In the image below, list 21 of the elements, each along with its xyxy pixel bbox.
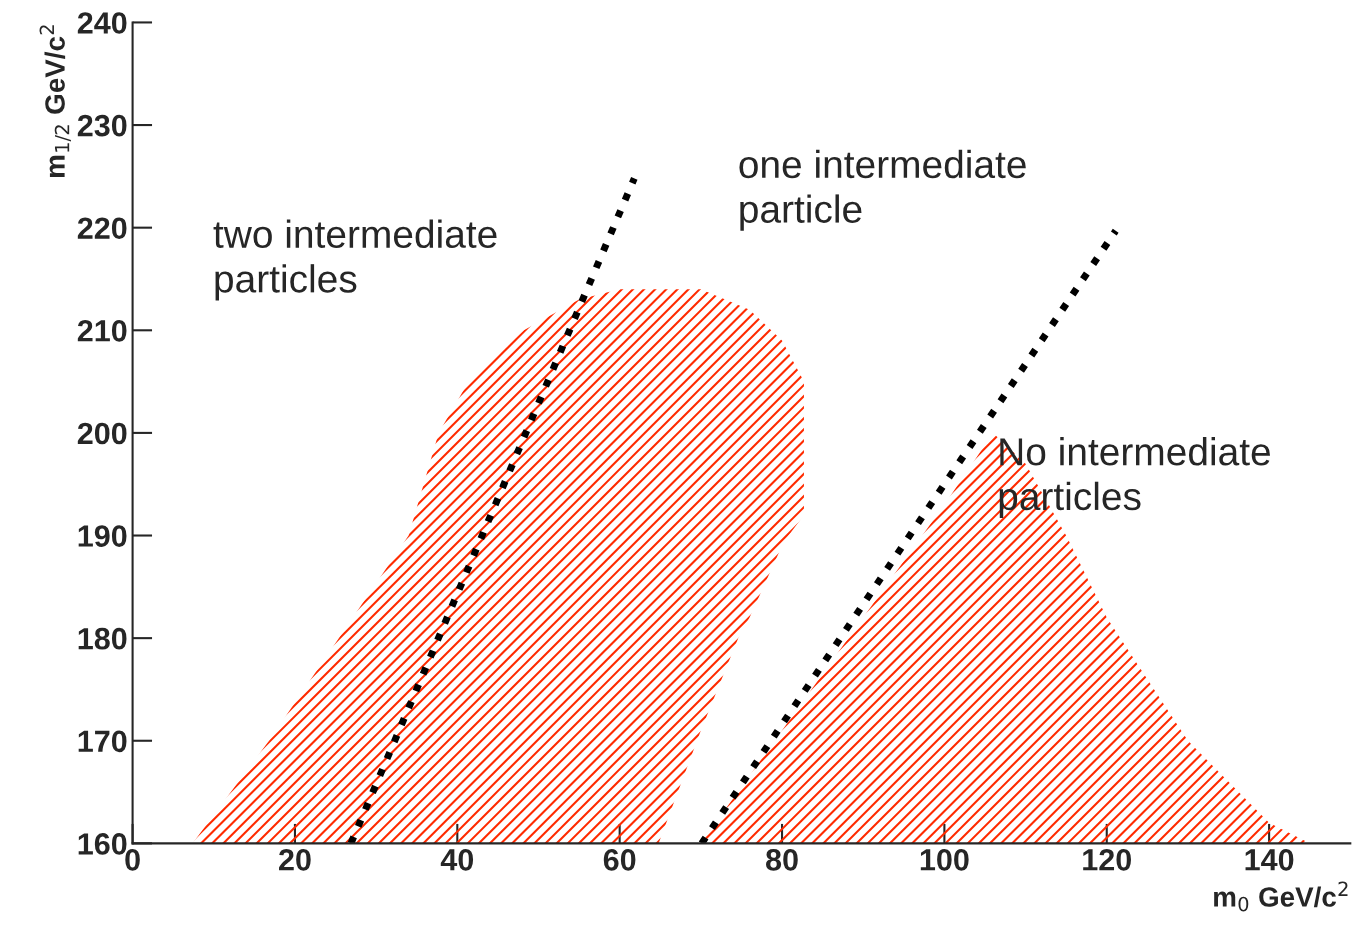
- y-tick-label: 230: [77, 114, 127, 137]
- y-tick-label: 190: [78, 525, 127, 547]
- y-tick-label: 210: [77, 320, 127, 342]
- x-axis-title: m$_{0}$ GeV/c$^{2}$: [1214, 881, 1348, 912]
- x-tick-label: 80: [766, 849, 798, 871]
- y-tick-label: 220: [77, 217, 127, 240]
- y-tick-label: 160: [78, 833, 127, 855]
- x-tick-label: 20: [279, 849, 311, 871]
- x-tick-label: 140: [1245, 849, 1294, 871]
- x-tick-label: 0: [125, 849, 140, 871]
- y-tick-label: 240: [77, 12, 127, 34]
- annotation: one intermediate particle: [739, 149, 1026, 231]
- x-tick-label: 100: [920, 849, 969, 871]
- y-axis-title: m$_{1/2}$ GeV/c$^{2}$: [39, 25, 71, 177]
- x-tick-label: 60: [603, 849, 636, 871]
- x-tick-label: 40: [440, 849, 474, 871]
- y-tick-label: 180: [78, 627, 127, 650]
- x-tick-label: 120: [1083, 849, 1131, 871]
- y-tick-label: 200: [77, 422, 127, 445]
- y-tick-label: 170: [78, 730, 127, 753]
- annotation: two intermediate particles: [213, 219, 497, 301]
